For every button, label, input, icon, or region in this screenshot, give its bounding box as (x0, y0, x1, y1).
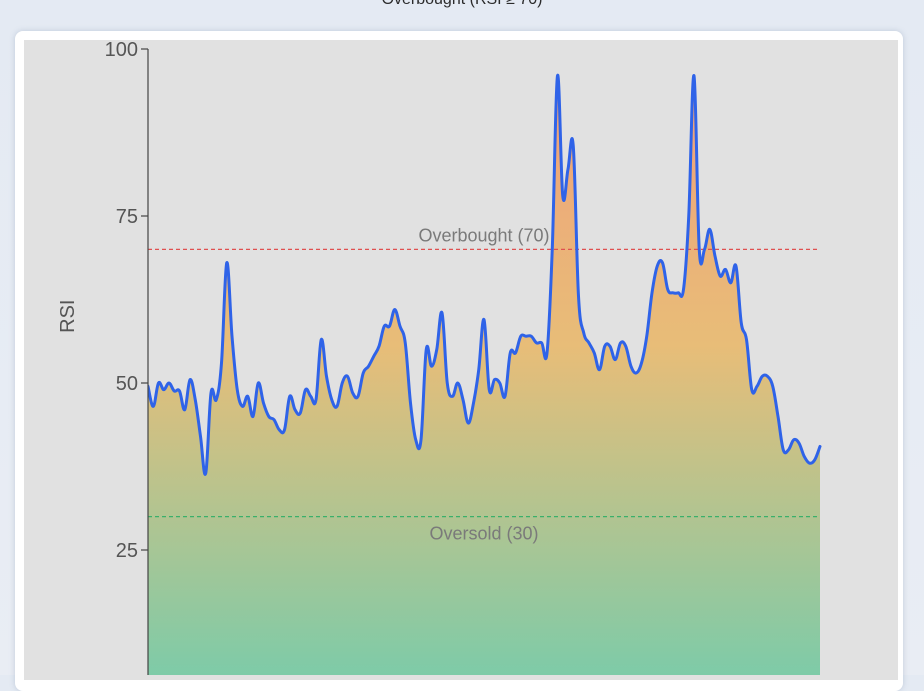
chart-top-title: Overbought (RSI ≥ 70) (0, 0, 924, 9)
overbought-label: Overbought (70) (418, 225, 549, 245)
oversold-label: Oversold (30) (429, 524, 538, 544)
y-tick-label: 25 (116, 540, 138, 562)
y-tick-label: 50 (116, 373, 138, 395)
rsi-series-line (148, 74, 822, 476)
y-axis-label: RSI (57, 300, 79, 333)
y-tick-label: 75 (116, 206, 138, 228)
y-tick-label: 100 (105, 39, 138, 61)
rsi-area-fill (148, 75, 820, 675)
rsi-chart: Overbought (70) Oversold (30) 25 50 75 100 RS… (57, 39, 822, 675)
